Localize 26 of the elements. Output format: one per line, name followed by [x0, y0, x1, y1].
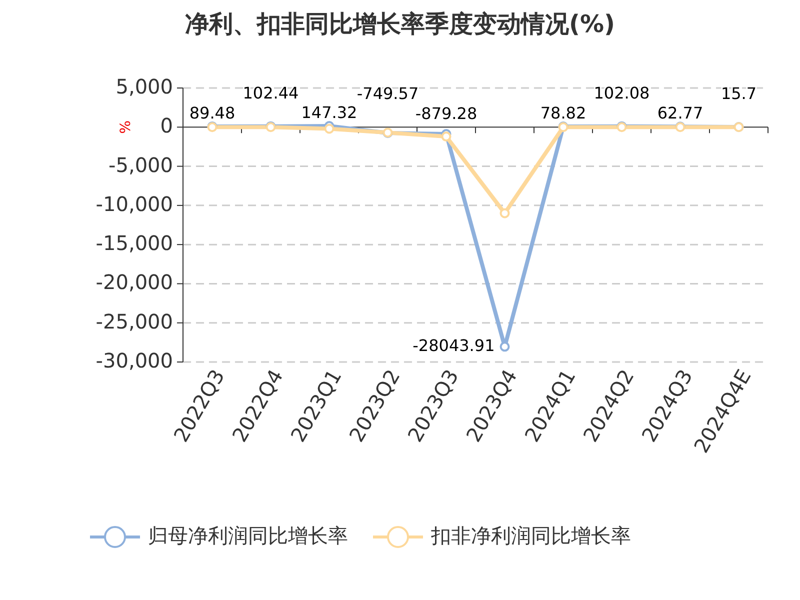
chart-title: 净利、扣非同比增长率季度变动情况(%)	[185, 10, 615, 38]
data-label: -749.57	[356, 84, 419, 104]
data-label: 102.08	[594, 83, 650, 102]
data-label: -879.28	[415, 104, 478, 124]
y-tick-label: -5,000	[108, 152, 173, 177]
data-label: 15.7	[720, 84, 757, 104]
data-label: 78.82	[540, 104, 586, 123]
data-label: -28043.91	[412, 336, 495, 356]
y-tick-label: 0	[160, 114, 173, 138]
y-tick-label: -15,000	[96, 231, 173, 256]
legend-label: 归母净利润同比增长率	[148, 523, 348, 548]
data-label: 62.77	[657, 104, 704, 123]
y-axis-title: %	[118, 120, 134, 134]
point	[500, 342, 510, 352]
data-label: 102.44	[242, 83, 299, 102]
y-tick-label: -25,000	[96, 309, 173, 334]
point	[324, 124, 334, 134]
point	[500, 208, 510, 218]
y-tick-label: -10,000	[96, 192, 173, 216]
y-tick-label: -30,000	[96, 348, 173, 372]
data-label: 147.32	[301, 102, 358, 122]
y-tick-label: -20,000	[96, 270, 173, 294]
legend-label: 扣非净利润同比增长率	[430, 523, 631, 548]
y-tick-label: 5,000	[116, 74, 173, 98]
data-label: 89.48	[189, 103, 236, 122]
point	[441, 132, 452, 142]
